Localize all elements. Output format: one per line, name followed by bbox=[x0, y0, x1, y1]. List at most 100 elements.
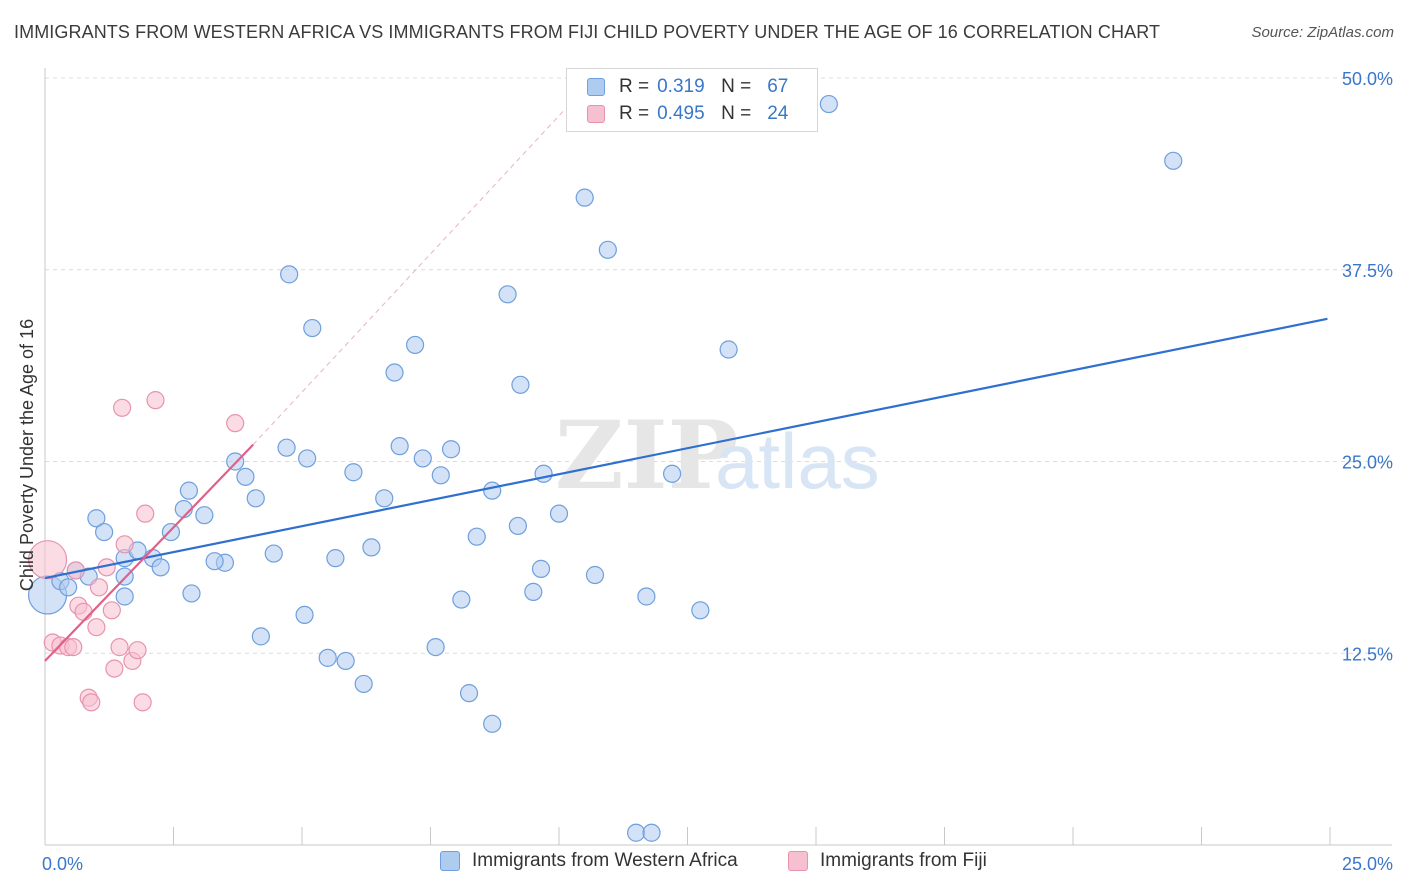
point-western-africa bbox=[626, 823, 646, 842]
correlation-legend: R = 0.319 N = 67 R = 0.495 N = 24 bbox=[566, 68, 818, 132]
legend-n-value: 67 bbox=[767, 76, 789, 97]
point-western-africa bbox=[511, 375, 530, 394]
point-western-africa bbox=[691, 601, 710, 620]
point-western-africa bbox=[413, 449, 432, 468]
source-credit: Source: ZipAtlas.com bbox=[1251, 24, 1394, 41]
point-western-africa bbox=[336, 651, 355, 671]
legend-label-western-africa: Immigrants from Western Africa bbox=[472, 850, 738, 871]
y-tick-label: 25.0% bbox=[1342, 453, 1393, 473]
point-western-africa bbox=[303, 318, 322, 338]
point-fiji bbox=[105, 659, 124, 678]
point-western-africa bbox=[426, 638, 445, 657]
point-western-africa bbox=[483, 714, 502, 733]
y-tick-label: 50.0% bbox=[1342, 69, 1393, 89]
watermark-atlas: atlas bbox=[715, 417, 880, 505]
legend-swatch-fiji bbox=[587, 105, 605, 123]
point-western-africa bbox=[508, 516, 527, 536]
point-western-africa bbox=[524, 582, 543, 601]
point-western-africa bbox=[459, 684, 479, 703]
point-western-africa bbox=[87, 509, 106, 528]
point-fiji bbox=[87, 618, 106, 637]
point-western-africa bbox=[1164, 151, 1183, 170]
series-legend: Immigrants from Western Africa Immigrant… bbox=[0, 850, 1406, 878]
point-western-africa bbox=[182, 584, 201, 603]
point-western-africa bbox=[115, 587, 134, 606]
point-western-africa bbox=[719, 340, 738, 359]
point-fiji bbox=[82, 693, 101, 712]
point-fiji bbox=[89, 578, 109, 597]
point-western-africa bbox=[452, 590, 471, 609]
point-western-africa bbox=[226, 452, 245, 471]
point-western-africa bbox=[549, 504, 569, 523]
legend-r-value: 0.495 bbox=[657, 103, 705, 124]
point-western-africa bbox=[375, 489, 394, 508]
trend-extension-fiji bbox=[252, 109, 565, 445]
trend-line-western-africa bbox=[44, 317, 1328, 580]
point-western-africa bbox=[483, 481, 502, 500]
point-western-africa bbox=[151, 558, 170, 577]
point-western-africa bbox=[441, 440, 461, 459]
legend-r-key: R = bbox=[619, 103, 650, 124]
point-fiji bbox=[64, 638, 83, 657]
legend-item-fiji[interactable]: Immigrants from Fiji bbox=[788, 850, 987, 872]
point-western-africa bbox=[431, 466, 450, 485]
legend-item-western-africa[interactable]: Immigrants from Western Africa bbox=[440, 850, 738, 872]
legend-row-fiji: R = 0.495 N = 24 bbox=[587, 102, 788, 126]
point-fiji bbox=[136, 504, 155, 523]
point-western-africa bbox=[264, 544, 283, 563]
point-western-africa bbox=[642, 823, 661, 842]
point-western-africa bbox=[531, 559, 551, 578]
point-fiji bbox=[102, 601, 121, 620]
point-western-africa bbox=[95, 522, 114, 542]
chart-title: IMMIGRANTS FROM WESTERN AFRICA VS IMMIGR… bbox=[14, 22, 1161, 42]
point-western-africa bbox=[344, 463, 363, 482]
point-western-africa bbox=[295, 605, 314, 625]
gridlines bbox=[45, 77, 1392, 654]
point-western-africa bbox=[385, 363, 404, 382]
point-western-africa bbox=[354, 674, 373, 694]
x-tick-label: 25.0% bbox=[1342, 854, 1393, 874]
point-western-africa bbox=[662, 464, 682, 483]
legend-swatch-fiji bbox=[788, 851, 808, 871]
point-fiji bbox=[112, 398, 132, 417]
point-western-africa bbox=[498, 285, 517, 304]
legend-swatch-western-africa bbox=[440, 851, 460, 871]
point-western-africa bbox=[575, 188, 594, 207]
x-tick-label: 0.0% bbox=[42, 854, 83, 874]
point-western-africa bbox=[585, 565, 605, 585]
trend-lines bbox=[44, 109, 1328, 662]
point-western-africa bbox=[637, 587, 656, 606]
point-western-africa bbox=[534, 464, 553, 483]
legend-n-key: N = bbox=[721, 76, 752, 97]
point-western-africa bbox=[251, 627, 270, 646]
axes bbox=[44, 68, 1392, 846]
point-fiji bbox=[146, 391, 165, 410]
point-western-africa bbox=[819, 94, 838, 114]
point-western-africa bbox=[179, 481, 199, 500]
point-fiji bbox=[128, 641, 147, 660]
point-western-africa bbox=[362, 538, 381, 557]
point-western-africa bbox=[161, 522, 181, 542]
point-western-africa bbox=[280, 265, 299, 284]
point-western-africa bbox=[390, 437, 409, 456]
point-western-africa bbox=[246, 489, 265, 508]
point-western-africa bbox=[195, 506, 214, 525]
point-fiji bbox=[115, 535, 134, 554]
point-western-africa bbox=[59, 578, 78, 597]
point-western-africa bbox=[298, 449, 317, 468]
point-fiji bbox=[74, 602, 93, 621]
point-fiji bbox=[110, 638, 129, 657]
point-western-africa bbox=[467, 527, 486, 546]
y-axis-label: Child Poverty Under the Age of 16 bbox=[17, 319, 37, 591]
legend-n-value: 24 bbox=[767, 103, 789, 124]
point-fiji bbox=[226, 414, 245, 433]
point-western-africa bbox=[405, 335, 425, 355]
point-western-africa bbox=[277, 438, 296, 457]
y-tick-label: 37.5% bbox=[1342, 261, 1393, 281]
point-fiji bbox=[133, 693, 152, 712]
data-points bbox=[27, 94, 1183, 842]
point-western-africa bbox=[205, 552, 224, 571]
legend-label-fiji: Immigrants from Fiji bbox=[820, 850, 987, 871]
point-western-africa bbox=[326, 549, 345, 568]
